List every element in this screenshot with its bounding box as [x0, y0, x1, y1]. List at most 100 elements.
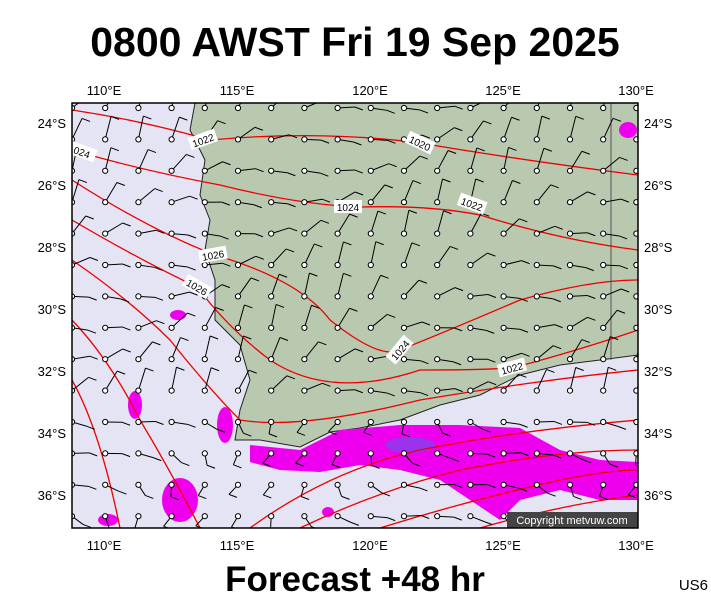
station	[202, 231, 207, 236]
station	[567, 168, 572, 173]
station	[468, 325, 473, 330]
station	[202, 168, 207, 173]
station	[567, 105, 572, 110]
lat-label-right: 32°S	[644, 364, 673, 379]
station	[435, 357, 440, 362]
barb-feather	[652, 281, 660, 284]
station	[335, 105, 340, 110]
title: 0800 AWST Fri 19 Sep 2025	[90, 19, 619, 65]
station	[468, 294, 473, 299]
station	[235, 451, 240, 456]
station	[335, 357, 340, 362]
lon-label-top: 120°E	[352, 83, 388, 98]
station	[435, 231, 440, 236]
barb-staff	[636, 234, 652, 236]
isobar-label: 1024	[334, 200, 362, 214]
station	[468, 419, 473, 424]
station	[169, 419, 174, 424]
station	[435, 137, 440, 142]
barb-staff	[636, 260, 654, 265]
station	[136, 325, 141, 330]
station	[103, 514, 108, 519]
station	[202, 514, 207, 519]
station	[103, 451, 108, 456]
station	[103, 168, 108, 173]
station	[335, 514, 340, 519]
lat-label-right: 34°S	[644, 426, 673, 441]
station	[501, 200, 506, 205]
station	[103, 294, 108, 299]
station	[235, 168, 240, 173]
barb-feather	[488, 99, 496, 102]
station	[302, 514, 307, 519]
station	[567, 262, 572, 267]
station	[468, 482, 473, 487]
station	[103, 419, 108, 424]
lat-label-right: 28°S	[644, 240, 673, 255]
station	[435, 105, 440, 110]
station	[302, 357, 307, 362]
station	[368, 325, 373, 330]
station	[269, 451, 274, 456]
station	[235, 419, 240, 424]
station	[501, 262, 506, 267]
station	[368, 419, 373, 424]
station	[534, 294, 539, 299]
station	[136, 419, 141, 424]
station	[601, 200, 606, 205]
station	[202, 451, 207, 456]
station	[335, 388, 340, 393]
station	[601, 388, 606, 393]
station	[601, 168, 606, 173]
lon-label-bottom: 120°E	[352, 538, 388, 553]
station	[269, 514, 274, 519]
station	[468, 105, 473, 110]
station	[368, 451, 373, 456]
station	[435, 262, 440, 267]
lat-label-left: 36°S	[38, 488, 67, 503]
station	[302, 168, 307, 173]
station	[368, 262, 373, 267]
station	[567, 357, 572, 362]
station	[302, 105, 307, 110]
station	[103, 357, 108, 362]
station	[501, 325, 506, 330]
station	[136, 294, 141, 299]
barb-feather	[653, 204, 661, 207]
station	[169, 200, 174, 205]
station	[368, 514, 373, 519]
station	[601, 137, 606, 142]
lon-label-top: 130°E	[618, 83, 654, 98]
station	[468, 137, 473, 142]
station	[169, 137, 174, 142]
station	[169, 357, 174, 362]
station	[534, 419, 539, 424]
station	[136, 514, 141, 519]
station	[368, 105, 373, 110]
station	[401, 231, 406, 236]
station	[368, 231, 373, 236]
station	[468, 168, 473, 173]
station	[567, 388, 572, 393]
station	[302, 294, 307, 299]
lon-label-bottom: 110°E	[87, 538, 122, 553]
station	[401, 419, 406, 424]
station	[534, 325, 539, 330]
station	[335, 137, 340, 142]
station	[468, 262, 473, 267]
lat-label-right: 30°S	[644, 302, 673, 317]
station	[235, 514, 240, 519]
station	[601, 482, 606, 487]
station	[235, 357, 240, 362]
station	[601, 451, 606, 456]
barb-feather	[654, 260, 662, 263]
station	[202, 357, 207, 362]
station	[501, 168, 506, 173]
station	[567, 200, 572, 205]
station	[435, 514, 440, 519]
station	[401, 482, 406, 487]
station	[501, 451, 506, 456]
station	[368, 168, 373, 173]
station	[136, 262, 141, 267]
station	[335, 482, 340, 487]
